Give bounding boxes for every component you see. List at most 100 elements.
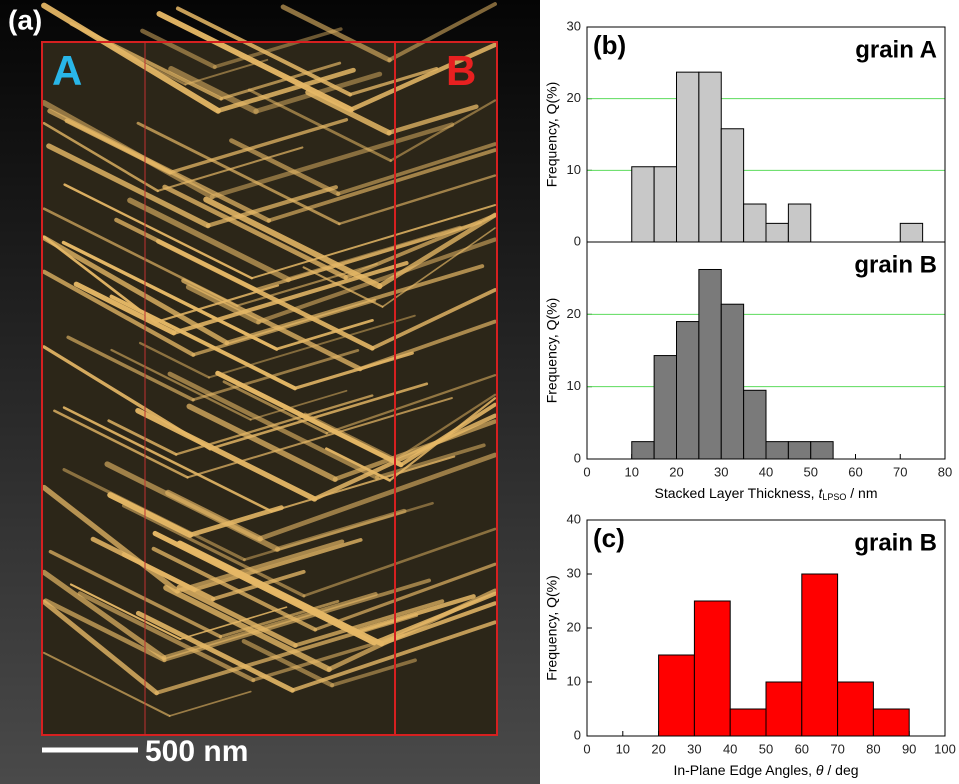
bar bbox=[676, 321, 700, 460]
streak bbox=[185, 284, 261, 325]
streak bbox=[162, 184, 348, 280]
streak bbox=[336, 142, 497, 196]
bar bbox=[787, 203, 812, 243]
streak bbox=[121, 552, 197, 593]
streak bbox=[41, 569, 167, 661]
streak bbox=[275, 318, 374, 351]
streak bbox=[353, 594, 476, 634]
streak bbox=[191, 298, 377, 357]
streak bbox=[332, 419, 498, 482]
x-tick-label: 0 bbox=[583, 464, 590, 479]
streak bbox=[186, 403, 338, 482]
x-axis-label-part: Stacked Layer Thickness, bbox=[655, 485, 819, 501]
streak bbox=[41, 599, 160, 696]
x-tick-label: 10 bbox=[625, 464, 639, 479]
streak bbox=[135, 407, 318, 502]
x-tick-label: 10 bbox=[616, 741, 630, 756]
streak bbox=[254, 220, 482, 292]
streak bbox=[41, 2, 222, 114]
streak bbox=[41, 484, 180, 594]
streak bbox=[168, 118, 349, 175]
bar bbox=[743, 389, 767, 460]
y-axis-label: Frequency, Q(%) bbox=[544, 298, 560, 404]
streak bbox=[348, 66, 439, 97]
bar bbox=[658, 654, 695, 737]
streak bbox=[325, 374, 497, 435]
y-tick-label: 10 bbox=[567, 673, 581, 688]
x-tick-label: 50 bbox=[804, 464, 818, 479]
streak bbox=[48, 549, 223, 639]
streak bbox=[174, 394, 374, 456]
y-tick-label: 10 bbox=[567, 378, 581, 393]
streak bbox=[42, 651, 171, 717]
streak bbox=[186, 397, 453, 479]
streak bbox=[290, 620, 497, 693]
bar bbox=[743, 203, 767, 243]
bar bbox=[698, 71, 722, 243]
bar bbox=[676, 71, 700, 243]
y-tick-label: 0 bbox=[574, 233, 581, 248]
streak bbox=[387, 2, 497, 63]
streak bbox=[184, 58, 269, 86]
bar bbox=[787, 441, 812, 460]
streak bbox=[175, 539, 345, 594]
streak bbox=[187, 505, 284, 538]
annotation: grain B bbox=[854, 529, 937, 556]
y-tick-label: 20 bbox=[567, 619, 581, 634]
y-tick-label: 20 bbox=[567, 90, 581, 105]
streak bbox=[270, 455, 456, 513]
panel-label: (b) bbox=[593, 30, 626, 60]
streak bbox=[138, 341, 211, 379]
y-axis-label: Frequency, Q(%) bbox=[544, 82, 560, 188]
x-tick-label: 70 bbox=[830, 741, 844, 756]
streak bbox=[275, 508, 407, 552]
streak bbox=[42, 345, 212, 451]
streak bbox=[127, 197, 292, 283]
x-tick-label: 90 bbox=[902, 741, 916, 756]
y-axis-label: Frequency, Q(%) bbox=[544, 575, 560, 681]
streak bbox=[77, 591, 256, 683]
x-axis-label: Stacked Layer Thickness, tLPSO / nm bbox=[655, 485, 878, 503]
streak bbox=[171, 261, 409, 335]
streak bbox=[386, 104, 479, 136]
streak bbox=[313, 562, 497, 632]
streak bbox=[63, 183, 253, 280]
bar bbox=[837, 681, 874, 737]
bar bbox=[631, 166, 655, 243]
streak bbox=[156, 146, 304, 192]
streak bbox=[208, 382, 429, 451]
x-axis-label-part: LPSO bbox=[822, 492, 846, 502]
streak bbox=[215, 370, 404, 468]
bar bbox=[765, 222, 789, 243]
streak bbox=[212, 27, 343, 69]
scale-bar-label: 500 nm bbox=[145, 735, 248, 768]
bar bbox=[720, 303, 745, 460]
panel-label: (a) bbox=[8, 4, 42, 35]
streak bbox=[222, 380, 329, 435]
streak bbox=[293, 599, 445, 648]
x-tick-label: 40 bbox=[723, 741, 737, 756]
x-tick-label: 60 bbox=[848, 464, 862, 479]
x-tick-label: 60 bbox=[795, 741, 809, 756]
bar bbox=[653, 166, 677, 243]
streak bbox=[241, 638, 335, 688]
streak bbox=[62, 406, 273, 513]
streak bbox=[394, 393, 497, 461]
panel-label: (c) bbox=[593, 523, 625, 553]
streak bbox=[110, 348, 252, 421]
streak bbox=[168, 690, 252, 717]
x-axis-label-part: / nm bbox=[846, 485, 877, 501]
streak bbox=[121, 504, 306, 598]
x-axis-label-part: In-Plane Edge Angles, bbox=[673, 762, 815, 778]
streak bbox=[179, 606, 288, 640]
bar bbox=[872, 708, 910, 737]
x-tick-label: 20 bbox=[669, 464, 683, 479]
plot-frame bbox=[586, 519, 946, 737]
streak bbox=[135, 610, 295, 693]
streak bbox=[224, 264, 485, 345]
streak bbox=[305, 89, 392, 136]
bar bbox=[729, 708, 767, 737]
annotation: grain A bbox=[855, 36, 937, 63]
streak bbox=[73, 281, 177, 336]
